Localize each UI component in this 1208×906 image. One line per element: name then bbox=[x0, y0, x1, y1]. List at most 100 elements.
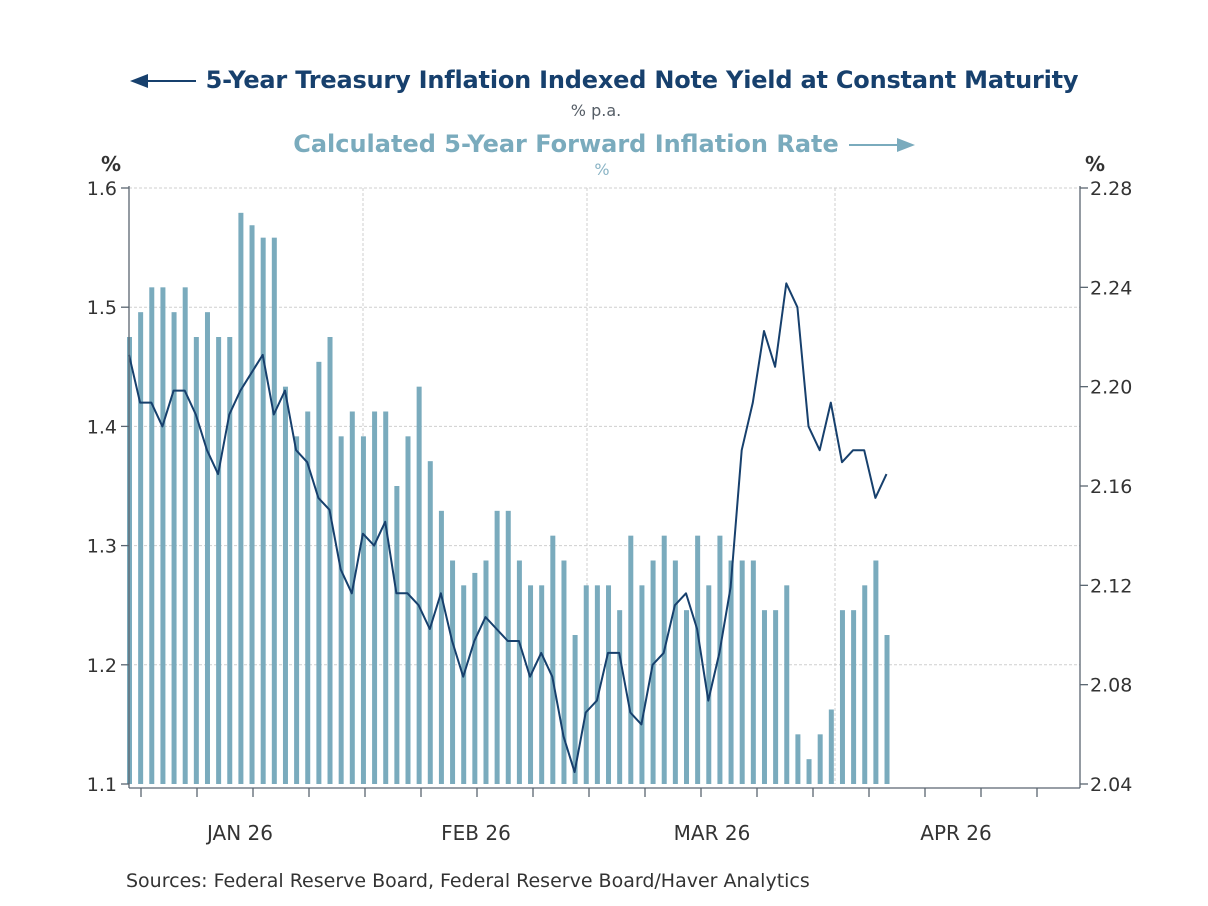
bar bbox=[739, 560, 745, 784]
x-month-label: FEB 26 bbox=[441, 821, 511, 845]
bar bbox=[761, 610, 767, 784]
bar bbox=[472, 572, 478, 784]
bar bbox=[249, 225, 255, 784]
right-series-unit: % bbox=[594, 160, 610, 179]
left-series-unit: % p.a. bbox=[570, 101, 622, 120]
bar bbox=[684, 610, 689, 784]
bar bbox=[728, 560, 734, 784]
bar bbox=[750, 560, 756, 784]
line-path bbox=[128, 282, 888, 774]
bar bbox=[505, 510, 511, 784]
axes bbox=[121, 186, 1088, 797]
bar bbox=[294, 436, 300, 784]
bar bbox=[839, 610, 845, 784]
right-tick-label: 2.28 bbox=[1090, 178, 1132, 200]
bar bbox=[182, 287, 188, 784]
x-month-label: MAR 26 bbox=[674, 821, 751, 845]
bar bbox=[427, 461, 433, 784]
left-tick-label: 1.5 bbox=[87, 297, 117, 319]
bar bbox=[238, 212, 244, 785]
gridlines bbox=[129, 187, 1080, 784]
bar bbox=[862, 585, 868, 784]
left-axis-unit: % bbox=[101, 152, 122, 176]
bar bbox=[216, 337, 222, 784]
arrow-right-icon bbox=[848, 138, 915, 152]
bar bbox=[795, 734, 801, 784]
bar bbox=[349, 411, 355, 784]
bar bbox=[483, 560, 489, 784]
y-tick-labels: 1.1 1.2 1.3 1.4 1.5 1.6 2.04 2.08 2.12 2.16 2.20 2.… bbox=[87, 178, 1133, 796]
left-tick-label: 1.6 bbox=[87, 178, 117, 200]
right-tick-label: 2.12 bbox=[1090, 575, 1132, 597]
bar bbox=[550, 535, 556, 784]
bar bbox=[316, 361, 322, 784]
bar bbox=[617, 610, 623, 784]
bar bbox=[539, 585, 545, 784]
bar bbox=[305, 411, 311, 784]
bar bbox=[706, 585, 712, 784]
right-tick-label: 2.24 bbox=[1090, 277, 1132, 299]
bar bbox=[639, 585, 645, 784]
bar bbox=[873, 560, 879, 784]
bar bbox=[360, 436, 366, 784]
bar bbox=[817, 734, 823, 784]
bar bbox=[338, 436, 344, 784]
bar-series bbox=[127, 212, 890, 785]
bar bbox=[138, 312, 144, 784]
bar bbox=[516, 560, 522, 784]
right-axis-unit: % bbox=[1085, 152, 1106, 176]
bar bbox=[628, 535, 634, 784]
right-series-title-text: Calculated 5-Year Forward Inflation Rate bbox=[293, 130, 839, 158]
source-note: Sources: Federal Reserve Board, Federal … bbox=[126, 870, 810, 892]
bar bbox=[650, 560, 656, 784]
bar bbox=[606, 585, 612, 784]
bar bbox=[851, 610, 857, 784]
bar bbox=[583, 585, 589, 784]
bar bbox=[594, 585, 600, 784]
bar bbox=[828, 709, 834, 784]
left-series-title: 5-Year Treasury Inflation Indexed Note Y… bbox=[0, 66, 1208, 94]
bar bbox=[327, 337, 333, 784]
bar bbox=[717, 535, 723, 784]
left-series-title-text: 5-Year Treasury Inflation Indexed Note Y… bbox=[205, 66, 1079, 94]
bar bbox=[149, 287, 155, 784]
right-tick-label: 2.08 bbox=[1090, 675, 1132, 697]
bar bbox=[160, 287, 166, 784]
left-tick-label: 1.4 bbox=[87, 416, 117, 438]
left-tick-label: 1.1 bbox=[87, 774, 117, 796]
x-tick-labels: JAN 26 FEB 26 MAR 26 APR 26 bbox=[205, 821, 992, 845]
left-tick-label: 1.2 bbox=[87, 655, 117, 677]
bar bbox=[561, 560, 567, 784]
bar bbox=[405, 436, 411, 784]
right-tick-label: 2.04 bbox=[1090, 774, 1132, 796]
bar bbox=[672, 560, 678, 784]
bar bbox=[171, 312, 177, 784]
bar bbox=[572, 635, 578, 784]
bar bbox=[884, 635, 890, 784]
bar bbox=[450, 560, 456, 784]
bar bbox=[461, 585, 467, 784]
bar bbox=[204, 312, 210, 784]
bar bbox=[383, 411, 389, 784]
bar bbox=[372, 411, 378, 784]
bar bbox=[494, 510, 500, 784]
bar bbox=[282, 386, 288, 784]
bar bbox=[784, 585, 790, 784]
bar bbox=[438, 510, 444, 784]
bar bbox=[227, 337, 233, 784]
left-tick-label: 1.3 bbox=[87, 536, 117, 558]
bar bbox=[416, 386, 422, 784]
bar bbox=[695, 535, 701, 784]
right-tick-label: 2.20 bbox=[1090, 377, 1132, 399]
bar bbox=[661, 535, 667, 784]
line-series bbox=[128, 282, 888, 774]
bar bbox=[394, 486, 400, 784]
bar bbox=[773, 610, 779, 784]
arrow-left-icon bbox=[129, 74, 196, 88]
bar bbox=[528, 585, 534, 784]
x-month-label: JAN 26 bbox=[205, 821, 273, 845]
bar bbox=[806, 759, 812, 784]
x-month-label: APR 26 bbox=[920, 821, 991, 845]
right-tick-label: 2.16 bbox=[1090, 476, 1132, 498]
